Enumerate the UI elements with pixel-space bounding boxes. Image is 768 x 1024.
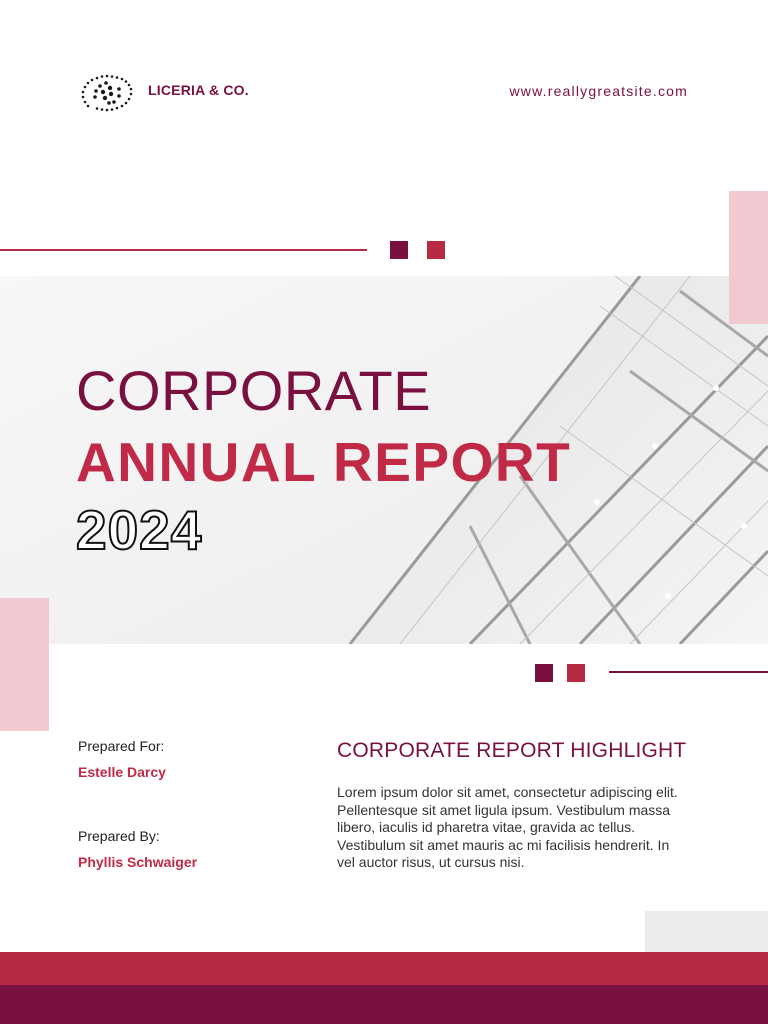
hero-banner [0,276,768,644]
highlight-heading: CORPORATE REPORT HIGHLIGHT [337,739,687,762]
company-logo-icon [81,74,133,112]
pink-accent-block-left [0,598,49,731]
lower-divider-line [609,671,768,673]
accent-square-maroon [390,241,408,259]
top-divider-line [0,249,367,251]
building-glass-facade-image [0,276,768,644]
highlight-body-text: Lorem ipsum dolor sit amet, consectetur … [337,784,678,870]
prepared-for-label: Prepared For: [78,738,165,754]
accent-square-crimson [567,664,585,682]
prepared-by-name: Phyllis Schwaiger [78,854,198,870]
prepared-for-name: Estelle Darcy [78,764,166,780]
footer-crimson-bar [0,952,768,985]
prepared-by-label: Prepared By: [78,828,160,844]
footer-maroon-bar [0,985,768,1024]
report-title-line1: CORPORATE [76,359,432,422]
company-name: LICERIA & CO. [148,82,249,98]
website-link[interactable]: www.reallygreatsite.com [509,83,688,99]
accent-square-maroon [535,664,553,682]
pink-accent-block-right [729,191,768,324]
accent-square-crimson [427,241,445,259]
report-year: 2024 [75,498,203,562]
footer-gray-block [645,911,768,952]
report-title-line2: ANNUAL REPORT [76,431,572,493]
